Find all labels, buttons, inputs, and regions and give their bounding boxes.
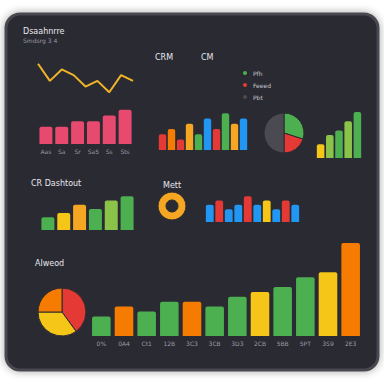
svg-text:Sa5: Sa5: [88, 148, 99, 155]
svg-text:0A4: 0A4: [118, 340, 130, 347]
svg-text:Ct1: Ct1: [141, 340, 152, 347]
svg-text:CRM: CRM: [155, 53, 173, 62]
svg-text:5PT: 5PT: [300, 340, 311, 347]
svg-text:3D3: 3D3: [231, 340, 243, 347]
svg-text:Mett: Mett: [163, 181, 181, 190]
svg-text:Sts: Sts: [120, 148, 129, 155]
svg-text:2E3: 2E3: [345, 340, 357, 347]
svg-text:3C3: 3C3: [186, 340, 198, 347]
svg-text:Dsaahnrre: Dsaahnrre: [23, 27, 65, 36]
svg-text:12B: 12B: [163, 340, 175, 347]
svg-text:CR Dashtout: CR Dashtout: [31, 179, 81, 188]
svg-text:Pbt: Pbt: [253, 94, 263, 101]
svg-text:5BB: 5BB: [277, 340, 289, 347]
svg-text:Sa: Sa: [58, 148, 66, 155]
svg-text:0%: 0%: [97, 340, 107, 347]
svg-text:Alweod: Alweod: [35, 259, 64, 268]
svg-text:Aas: Aas: [40, 148, 51, 155]
svg-text:2CB: 2CB: [254, 340, 266, 347]
svg-text:CM: CM: [201, 53, 214, 62]
svg-text:Feeed: Feeed: [253, 82, 271, 89]
svg-text:Ss: Ss: [106, 148, 113, 155]
svg-text:3CB: 3CB: [209, 340, 221, 347]
svg-text:3S9: 3S9: [322, 340, 334, 347]
svg-text:Smdsrg 3 4: Smdsrg 3 4: [23, 37, 57, 45]
svg-text:Pfh: Pfh: [253, 70, 263, 77]
svg-text:Sr: Sr: [74, 148, 81, 155]
